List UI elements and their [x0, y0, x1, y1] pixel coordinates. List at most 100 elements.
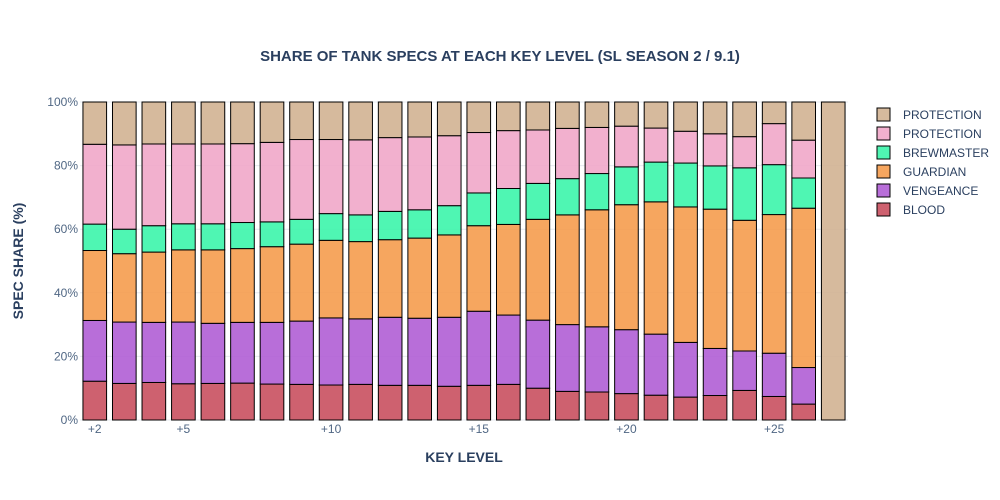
- bar-segment-brewmaster-9[interactable]: [289, 218, 314, 245]
- bar-segment-vengeance-20[interactable]: [614, 329, 639, 395]
- bar-segment-protection-7[interactable]: [230, 143, 255, 224]
- bar-segment-guardian-14[interactable]: [436, 234, 462, 318]
- bar-segment-guardian-21[interactable]: [643, 201, 669, 335]
- bar-segment-vengeance-4[interactable]: [141, 321, 167, 383]
- bar-segment-vengeance-14[interactable]: [436, 316, 462, 387]
- bar-segment-protection-3[interactable]: [111, 144, 137, 230]
- bar-segment-protection-13[interactable]: [407, 101, 433, 138]
- bar-segment-vengeance-6[interactable]: [200, 322, 226, 384]
- bar-segment-blood-7[interactable]: [230, 382, 255, 421]
- legend-item-protection[interactable]: PROTECTION: [876, 126, 982, 141]
- bar-segment-brewmaster-21[interactable]: [643, 161, 669, 203]
- bar-segment-protection-27[interactable]: [820, 101, 846, 421]
- bar-segment-brewmaster-18[interactable]: [555, 178, 580, 216]
- bar-segment-brewmaster-11[interactable]: [348, 214, 373, 243]
- bar-segment-protection-20[interactable]: [614, 101, 639, 127]
- bar-segment-protection-22[interactable]: [673, 130, 698, 164]
- bar-segment-vengeance-22[interactable]: [673, 341, 698, 398]
- bar-segment-protection-23[interactable]: [702, 101, 728, 135]
- bar-segment-brewmaster-14[interactable]: [436, 205, 462, 236]
- bar-segment-blood-24[interactable]: [732, 389, 757, 421]
- bar-segment-protection-10[interactable]: [318, 139, 344, 215]
- bar-segment-vengeance-21[interactable]: [643, 333, 669, 396]
- bar-segment-vengeance-25[interactable]: [761, 352, 787, 397]
- bar-segment-vengeance-11[interactable]: [348, 318, 373, 385]
- bar-segment-blood-13[interactable]: [407, 384, 433, 421]
- bar-segment-guardian-8[interactable]: [259, 246, 285, 323]
- bar-segment-protection-9[interactable]: [289, 139, 314, 220]
- bar-segment-blood-18[interactable]: [555, 390, 580, 421]
- bar-segment-protection-12[interactable]: [377, 137, 403, 212]
- bar-segment-brewmaster-4[interactable]: [141, 225, 167, 253]
- bar-segment-protection-26[interactable]: [791, 139, 817, 179]
- legend-item-blood[interactable]: BLOOD: [876, 202, 945, 217]
- bar-segment-protection-3[interactable]: [111, 101, 137, 146]
- bar-segment-protection-26[interactable]: [791, 101, 817, 141]
- legend[interactable]: PROTECTION PROTECTION BREWMASTER GUARDIAN VE…: [876, 107, 989, 217]
- bar-segment-blood-15[interactable]: [466, 384, 492, 421]
- bar-segment-vengeance-18[interactable]: [555, 324, 580, 392]
- bar-segment-vengeance-24[interactable]: [732, 350, 757, 391]
- bar-segment-brewmaster-26[interactable]: [791, 177, 817, 209]
- bar-segment-vengeance-5[interactable]: [171, 321, 196, 385]
- bar-segment-guardian-25[interactable]: [761, 214, 787, 354]
- bar-segment-protection-17[interactable]: [525, 129, 551, 184]
- bar-segment-blood-2[interactable]: [82, 380, 108, 421]
- bar-segment-brewmaster-23[interactable]: [702, 165, 728, 210]
- bar-segment-brewmaster-12[interactable]: [377, 210, 403, 241]
- bar-segment-blood-25[interactable]: [761, 395, 787, 421]
- bar-segment-protection-14[interactable]: [436, 101, 462, 137]
- bar-segment-guardian-20[interactable]: [614, 204, 639, 331]
- bar-segment-blood-12[interactable]: [377, 384, 403, 421]
- bar-segment-blood-14[interactable]: [436, 385, 462, 421]
- bar-segment-protection-15[interactable]: [466, 101, 492, 134]
- bar-segment-guardian-15[interactable]: [466, 225, 492, 312]
- bar-segment-protection-5[interactable]: [171, 143, 196, 225]
- bar-segment-protection-21[interactable]: [643, 101, 669, 129]
- bar-segment-protection-13[interactable]: [407, 136, 433, 211]
- bar-segment-brewmaster-5[interactable]: [171, 223, 196, 251]
- bar-segment-guardian-19[interactable]: [584, 209, 610, 328]
- bar-segment-vengeance-7[interactable]: [230, 321, 255, 384]
- bar-segment-brewmaster-10[interactable]: [318, 213, 344, 241]
- bar-segment-brewmaster-20[interactable]: [614, 166, 639, 206]
- bar-segment-blood-23[interactable]: [702, 395, 728, 421]
- bar-segment-guardian-9[interactable]: [289, 243, 314, 322]
- bar-segment-blood-26[interactable]: [791, 403, 817, 421]
- bar-segment-protection-5[interactable]: [171, 101, 196, 145]
- bar-segment-blood-21[interactable]: [643, 394, 669, 421]
- bar-segment-blood-6[interactable]: [200, 382, 226, 421]
- bar-segment-blood-11[interactable]: [348, 383, 373, 421]
- bar-segment-blood-10[interactable]: [318, 384, 344, 421]
- bar-segment-protection-21[interactable]: [643, 127, 669, 163]
- bar-segment-guardian-11[interactable]: [348, 241, 373, 320]
- bar-segment-vengeance-3[interactable]: [111, 321, 137, 384]
- bar-segment-guardian-6[interactable]: [200, 249, 226, 324]
- bar-segment-protection-6[interactable]: [200, 143, 226, 225]
- bar-segment-protection-12[interactable]: [377, 101, 403, 139]
- bar-segment-protection-6[interactable]: [200, 101, 226, 145]
- bar-segment-protection-20[interactable]: [614, 125, 639, 168]
- bar-segment-brewmaster-3[interactable]: [111, 228, 137, 255]
- bar-segment-brewmaster-7[interactable]: [230, 222, 255, 250]
- bar-segment-vengeance-13[interactable]: [407, 317, 433, 386]
- bar-segment-vengeance-8[interactable]: [259, 321, 285, 385]
- bar-segment-protection-24[interactable]: [732, 101, 757, 138]
- bar-segment-blood-8[interactable]: [259, 383, 285, 421]
- bar-segment-protection-8[interactable]: [259, 101, 285, 143]
- bar-segment-guardian-17[interactable]: [525, 218, 551, 321]
- bar-segment-vengeance-12[interactable]: [377, 316, 403, 386]
- bar-segment-guardian-13[interactable]: [407, 237, 433, 319]
- bar-segment-brewmaster-2[interactable]: [82, 223, 108, 252]
- bar-segment-protection-18[interactable]: [555, 101, 580, 129]
- bar-segment-guardian-16[interactable]: [495, 223, 521, 316]
- bar-segment-vengeance-15[interactable]: [466, 310, 492, 386]
- bar-segment-guardian-4[interactable]: [141, 251, 167, 323]
- bar-segment-vengeance-17[interactable]: [525, 319, 551, 389]
- bar-segment-blood-16[interactable]: [495, 383, 521, 421]
- bar-segment-protection-19[interactable]: [584, 101, 610, 128]
- bar-segment-guardian-5[interactable]: [171, 249, 196, 323]
- bar-segment-protection-24[interactable]: [732, 136, 757, 169]
- legend-item-brewmaster[interactable]: BREWMASTER: [876, 145, 989, 160]
- bar-segment-protection-25[interactable]: [761, 101, 787, 125]
